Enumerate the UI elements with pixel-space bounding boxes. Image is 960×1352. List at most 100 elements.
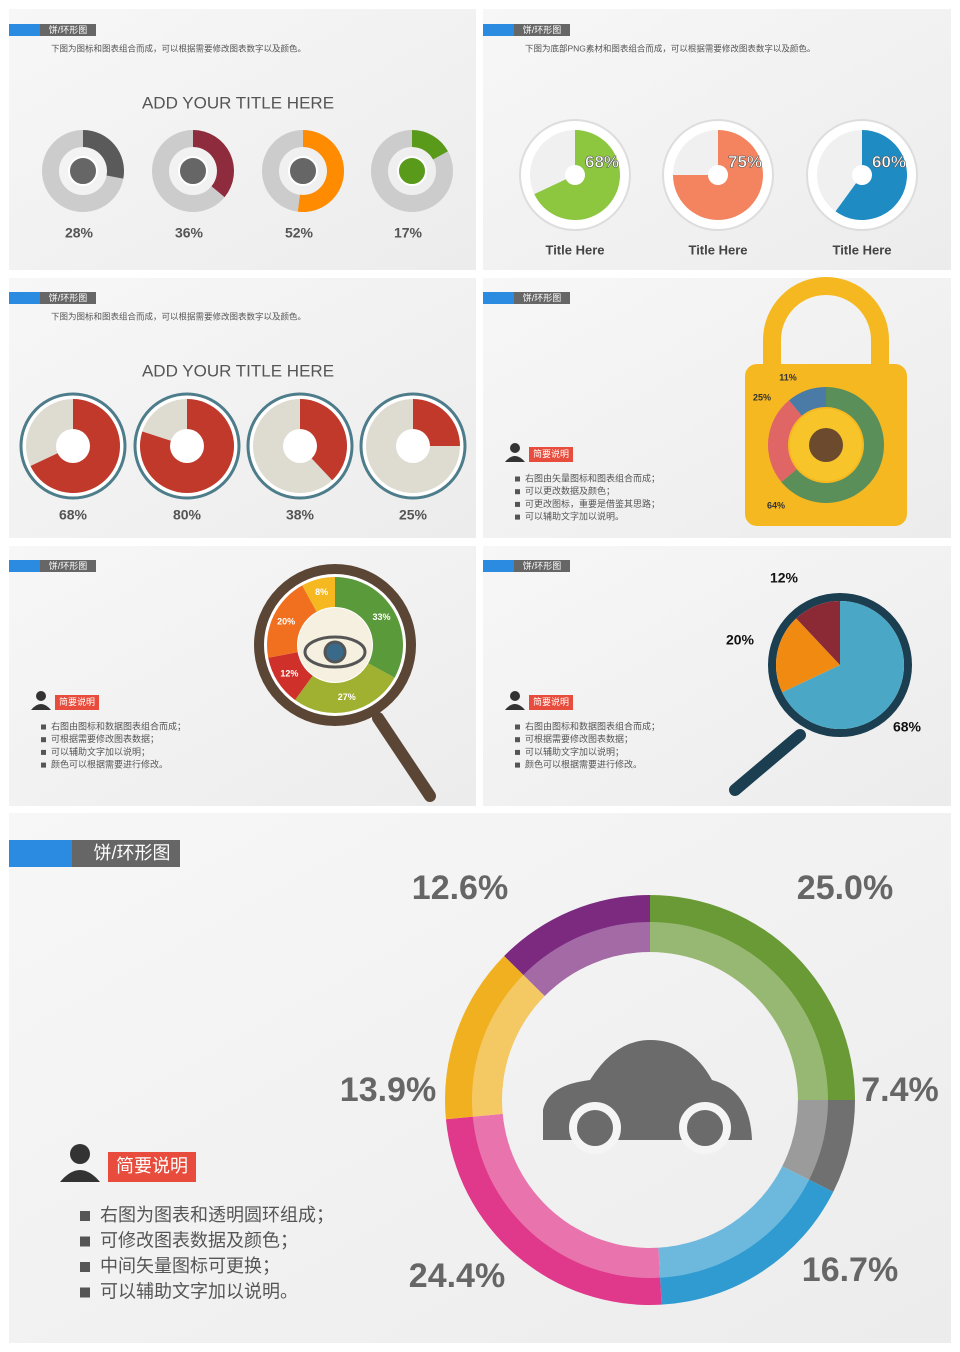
hub (170, 429, 204, 463)
bullet: 可根据需要修改图表数据； (525, 733, 633, 744)
icon (288, 156, 318, 186)
tag: 饼/环形图 (523, 24, 562, 35)
segment (781, 387, 885, 503)
bullet: 可以辅助文字加以说明。 (525, 510, 624, 521)
person-body (31, 704, 51, 710)
hub (708, 165, 728, 185)
bullet: 右图为图表和透明圆环组成； (100, 1205, 334, 1225)
eye (303, 635, 367, 669)
value-label: 7.4% (861, 1071, 939, 1109)
segment (782, 1100, 855, 1192)
segment (300, 399, 347, 481)
value-label: 16.7% (802, 1251, 898, 1289)
badge-text: 简要说明 (533, 448, 569, 459)
badge (108, 1152, 196, 1182)
icon (178, 156, 208, 186)
handle (372, 712, 436, 802)
segment (776, 618, 840, 693)
bullet-dot (80, 1211, 90, 1221)
segment (295, 663, 395, 713)
title: ADD YOUR TITLE HERE (142, 93, 334, 112)
note: 下图为图标和图表组合而成，可以根据需要修改图表数字以及颜色。 (51, 43, 306, 53)
wheel (679, 1102, 731, 1154)
tag: 饼/环形图 (49, 24, 88, 35)
tag-box (40, 292, 96, 304)
segment (650, 895, 855, 1100)
value-label: 8% (315, 587, 328, 597)
bullet-dot (515, 724, 520, 730)
value-label: 12% (280, 668, 298, 678)
bullet-dot (515, 489, 520, 495)
value-label: 20% (277, 616, 295, 626)
person-body (60, 1170, 100, 1182)
person-head (510, 443, 520, 453)
segment (658, 1166, 834, 1305)
segment (335, 577, 403, 678)
icon (397, 156, 427, 186)
value-label: 11% (779, 372, 797, 382)
value-label: 12.6% (412, 869, 508, 907)
person-head (36, 691, 46, 701)
value-label: 75% (728, 152, 762, 171)
segment (193, 130, 234, 198)
icon (68, 156, 98, 186)
tag-accent (483, 560, 514, 572)
segment (267, 585, 317, 658)
note: 下图为底部PNG素材和图表组合而成，可以根据需要修改图表数字以及颜色。 (525, 43, 815, 53)
bullet: 可修改图表数据及颜色； (100, 1230, 298, 1250)
hub (283, 429, 317, 463)
hub (56, 429, 90, 463)
badge-text: 简要说明 (59, 696, 95, 707)
value-label: 20% (726, 632, 755, 648)
tag-box (72, 840, 180, 867)
tag: 饼/环形图 (523, 292, 562, 303)
value-label: 80% (173, 507, 202, 523)
person-head (70, 1144, 90, 1164)
tag-accent (9, 24, 40, 36)
person-head (510, 691, 520, 701)
value-label: 24.4% (409, 1257, 505, 1295)
tag-accent (483, 24, 514, 36)
bullet: 可更改图标，重要是借鉴其思路； (525, 498, 660, 509)
tag: 饼/环形图 (93, 843, 170, 863)
segment (302, 577, 335, 612)
name: Title Here (832, 242, 891, 257)
tag-accent (9, 560, 40, 572)
value-label: 13.9% (340, 1071, 436, 1109)
bullet-dot (41, 724, 46, 730)
person-body (505, 456, 525, 462)
segment (412, 130, 448, 160)
bullet: 颜色可以根据需要进行修改。 (525, 758, 642, 769)
bullet: 右图由图标和数据图表组合而成； (525, 720, 660, 731)
name: Title Here (688, 242, 747, 257)
value-label: 68% (893, 719, 922, 735)
bullet: 可以辅助文字加以说明。 (100, 1281, 298, 1301)
tag: 饼/环形图 (523, 560, 562, 571)
segment (445, 1113, 662, 1306)
bullet-dot (41, 762, 46, 768)
note: 下图为图标和图表组合而成，可以根据需要修改图表数字以及颜色。 (51, 311, 306, 321)
tag-accent (9, 840, 72, 867)
tag-box (514, 292, 570, 304)
bullet-dot (515, 737, 520, 743)
value-label: 25.0% (797, 869, 893, 907)
bullet: 右图由图标和数据图表组合而成； (51, 720, 186, 731)
bullet-dot (515, 514, 520, 520)
wheel (569, 1102, 621, 1154)
value-label: 36% (175, 225, 204, 241)
bullet: 中间矢量图标可更换； (100, 1256, 280, 1276)
badge-text: 简要说明 (116, 1156, 188, 1176)
handle (729, 729, 806, 796)
value-label: 68% (59, 507, 88, 523)
bullet-dot (41, 737, 46, 743)
tag-accent (9, 292, 40, 304)
value-label: 25% (399, 507, 428, 523)
name: Title Here (545, 242, 604, 257)
badge (529, 695, 573, 710)
value-label: 33% (372, 612, 390, 622)
lock-shackle (763, 277, 889, 372)
bullet-dot (515, 501, 520, 507)
tag: 饼/环形图 (49, 560, 88, 571)
bullet-dot (80, 1287, 90, 1298)
